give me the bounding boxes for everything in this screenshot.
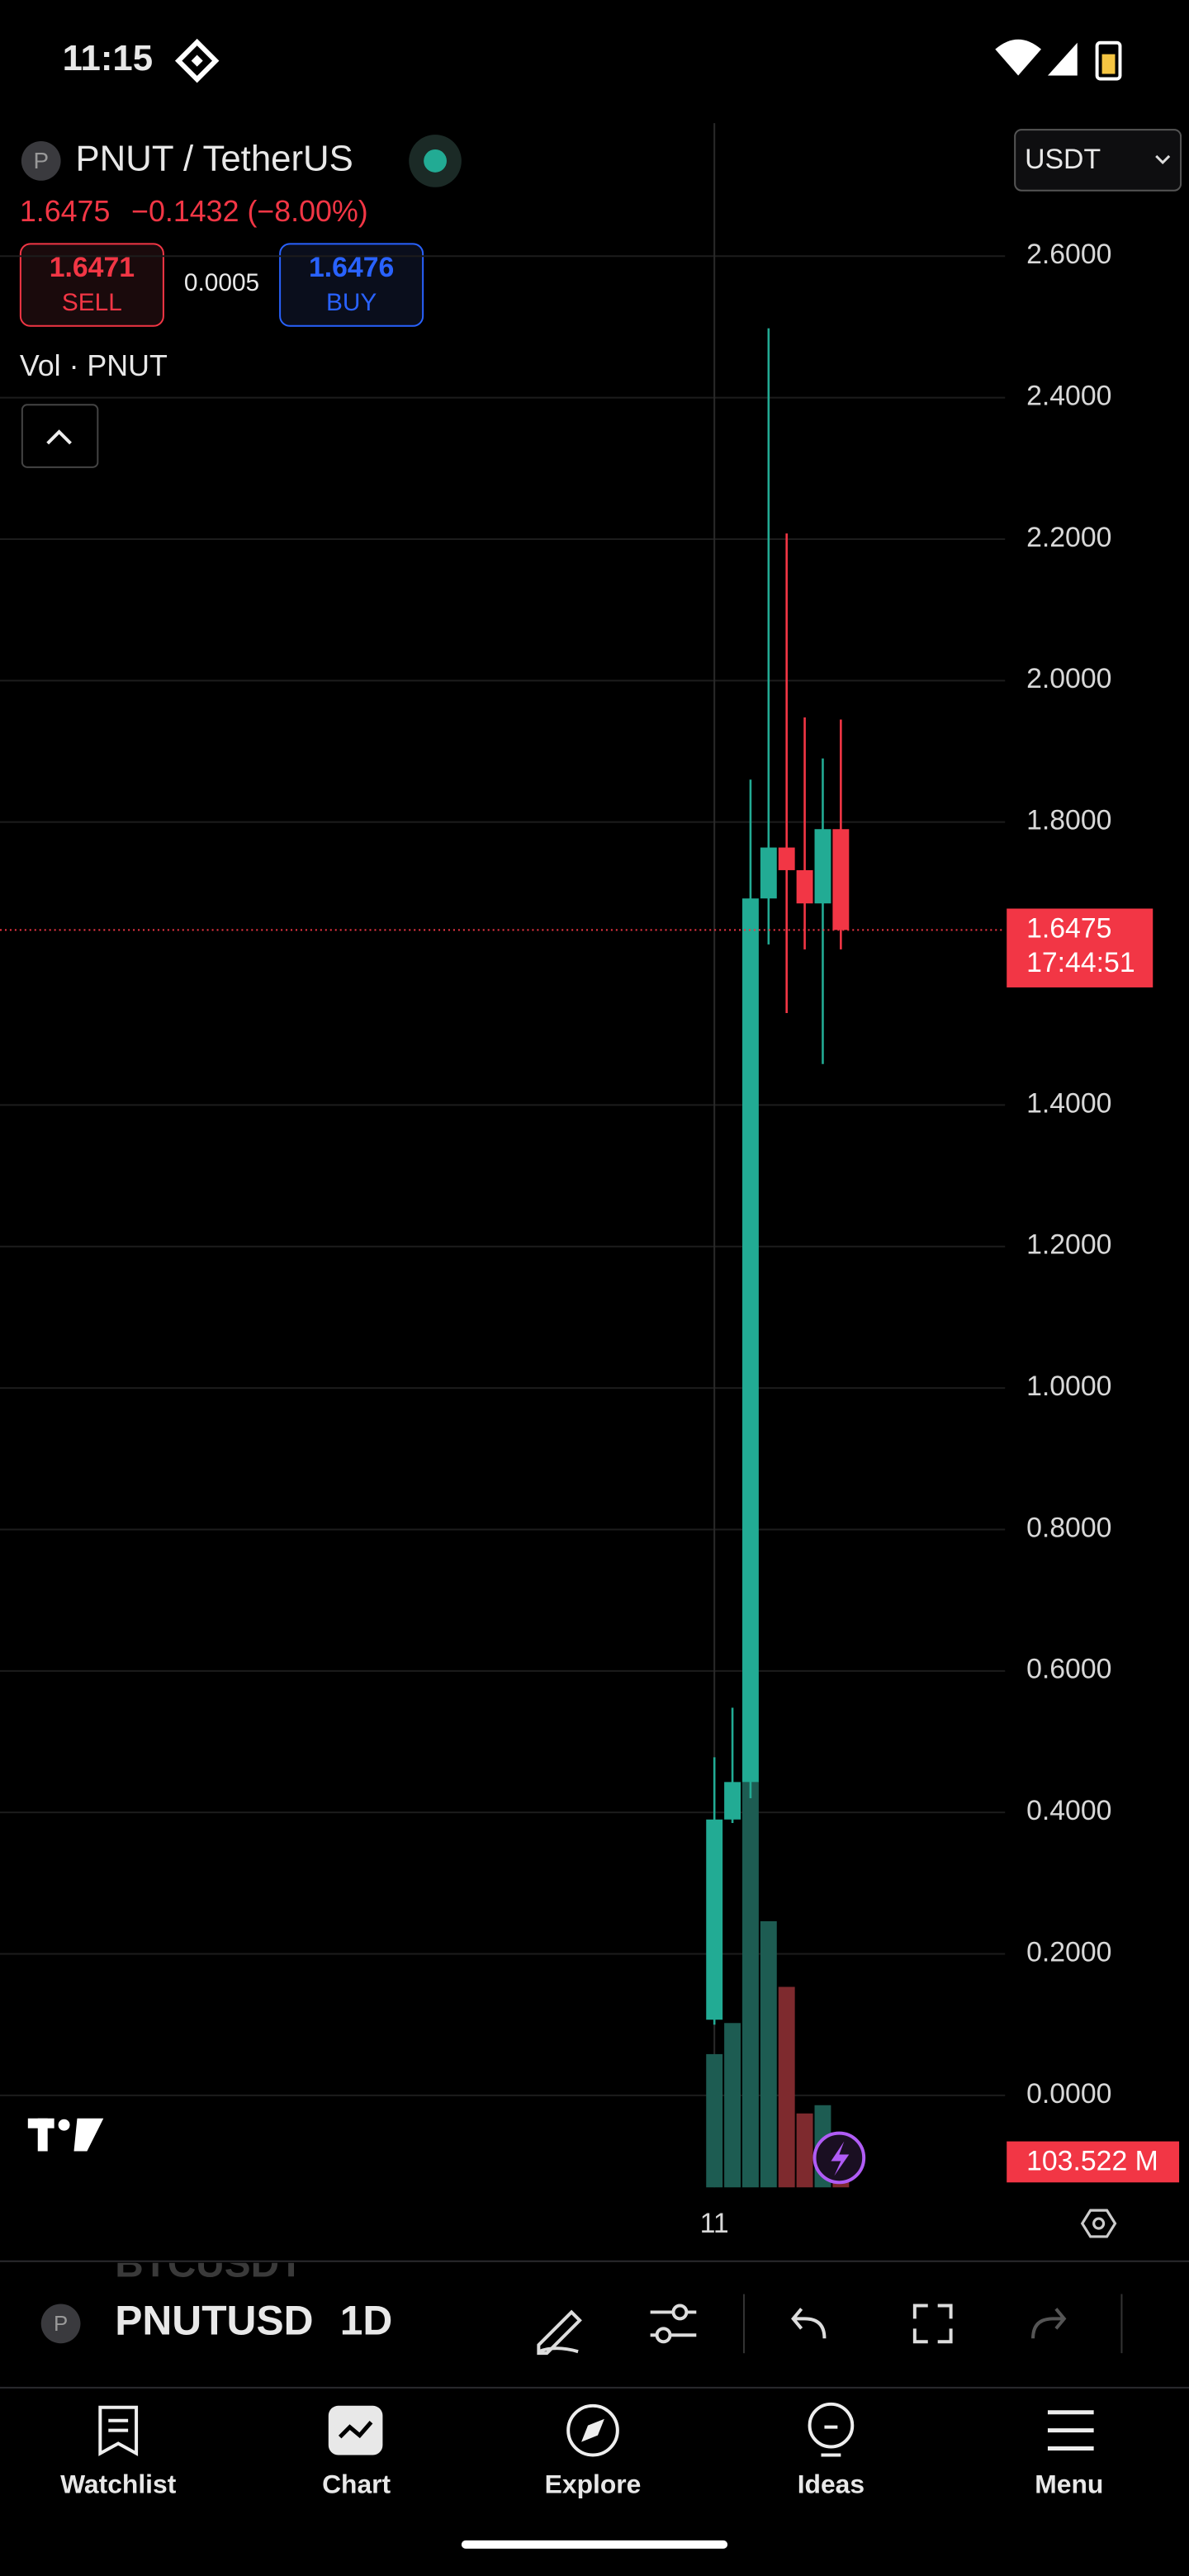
y-tick-label: 0.4000: [1026, 1795, 1111, 1826]
y-tick-label: 0.2000: [1026, 1936, 1111, 1968]
chart-area: 2.6000 2.4000 2.2000 2.0000 1.8000 1.4000 1.20…: [0, 123, 1180, 2239]
nav-label: Chart: [322, 2469, 391, 2499]
redo-tool[interactable]: [1031, 2308, 1067, 2339]
current-price-box: [1007, 908, 1153, 987]
spread: 0.0005: [184, 269, 259, 296]
y-tick-label: 0.6000: [1026, 1654, 1111, 1685]
settings-dot: [1092, 2217, 1106, 2230]
volume-bar: [706, 2053, 723, 2188]
price-change: −0.1432 (−8.00%): [131, 195, 368, 228]
undo-tool[interactable]: [791, 2308, 827, 2339]
nav-label: Explore: [545, 2469, 642, 2499]
collapse-icon: [46, 429, 72, 445]
sell-price: 1.6471: [50, 252, 135, 283]
chevron: [1155, 154, 1171, 165]
toolbar-avatar-letter: P: [54, 2313, 68, 2336]
y-tick-label: 1.0000: [1026, 1371, 1111, 1402]
y-tick-label: 1.8000: [1026, 805, 1111, 836]
volume-bar: [778, 1986, 795, 2188]
settings-icon[interactable]: [1080, 2209, 1117, 2238]
candle-body: [796, 869, 813, 904]
status-time: 11:15: [63, 38, 153, 78]
toolbar-interval[interactable]: 1D: [340, 2297, 393, 2343]
wifi-icon: [995, 39, 1041, 76]
countdown: 17:44:51: [1026, 947, 1135, 978]
nav-ideas[interactable]: Ideas: [798, 2402, 865, 2499]
last-price: 1.6475: [20, 195, 111, 228]
nav-chart[interactable]: Chart: [322, 2405, 391, 2499]
candle-body: [724, 1782, 741, 1820]
volume-bar: [760, 1920, 777, 2188]
toolbar-avatar: [40, 2304, 81, 2344]
previous-symbol: BTCUSDT: [115, 2242, 303, 2285]
battery-level: [1101, 54, 1116, 74]
currency-label: USDT: [1025, 144, 1101, 175]
y-tick-label: 2.6000: [1026, 239, 1111, 270]
volume-bar: [742, 1781, 759, 2188]
binance-icon: [174, 38, 220, 83]
lightning-icon: [831, 2141, 850, 2176]
indicators-tool[interactable]: [650, 2304, 697, 2344]
nav-watchlist[interactable]: Watchlist: [60, 2405, 177, 2499]
volume-bar: [724, 2023, 741, 2188]
fullscreen-tool[interactable]: [912, 2304, 953, 2344]
volume-legend: Vol · PNUT: [20, 349, 168, 382]
nav-menu[interactable]: Menu: [1035, 2410, 1103, 2499]
volume-bar: [796, 2113, 813, 2188]
buy-label: BUY: [326, 289, 377, 316]
market-status-dot: [424, 149, 447, 173]
buy-button[interactable]: [279, 243, 424, 327]
candle-body: [814, 829, 831, 904]
draw-tool[interactable]: [537, 2309, 582, 2356]
y-tick-label: 1.2000: [1026, 1229, 1111, 1261]
candle-body: [832, 829, 850, 930]
y-tick-label: 0.8000: [1026, 1512, 1111, 1543]
sell-button[interactable]: [19, 243, 164, 327]
nav-label: Ideas: [798, 2469, 865, 2499]
candle-body: [760, 847, 777, 899]
nav-label: Watchlist: [60, 2469, 177, 2499]
battery-icon: [1095, 40, 1122, 81]
candle-body: [706, 1819, 723, 2020]
y-tick-label: 2.0000: [1026, 663, 1111, 694]
volume-label-box: [1007, 2141, 1180, 2183]
symbol-title[interactable]: PNUT / TetherUS: [75, 138, 353, 178]
home-indicator: [461, 2540, 728, 2549]
signal-icon: [1047, 42, 1078, 76]
y-tick-label: 0.0000: [1026, 2078, 1111, 2110]
buy-price: 1.6476: [309, 252, 394, 283]
y-tick-label: 2.2000: [1026, 522, 1111, 553]
nav-label: Menu: [1035, 2469, 1103, 2499]
nav-explore[interactable]: Explore: [545, 2403, 642, 2499]
currency-select[interactable]: [1014, 129, 1182, 192]
collapse-button[interactable]: [21, 404, 99, 468]
candle-body: [742, 898, 759, 1783]
tradingview-logo: [27, 2118, 104, 2152]
y-tick-label: 2.4000: [1026, 381, 1111, 412]
sell-label: SELL: [62, 289, 122, 316]
current-price-label: 1.6475: [1026, 912, 1111, 944]
symbol-avatar: [21, 141, 61, 181]
toolbar-symbol[interactable]: PNUTUSD: [115, 2297, 313, 2343]
avatar-letter: P: [33, 148, 49, 173]
candle-body: [778, 847, 795, 870]
y-tick-label: 1.4000: [1026, 1087, 1111, 1119]
x-tick-label: 11: [700, 2208, 729, 2239]
volume-label: 103.522 M: [1026, 2145, 1158, 2176]
